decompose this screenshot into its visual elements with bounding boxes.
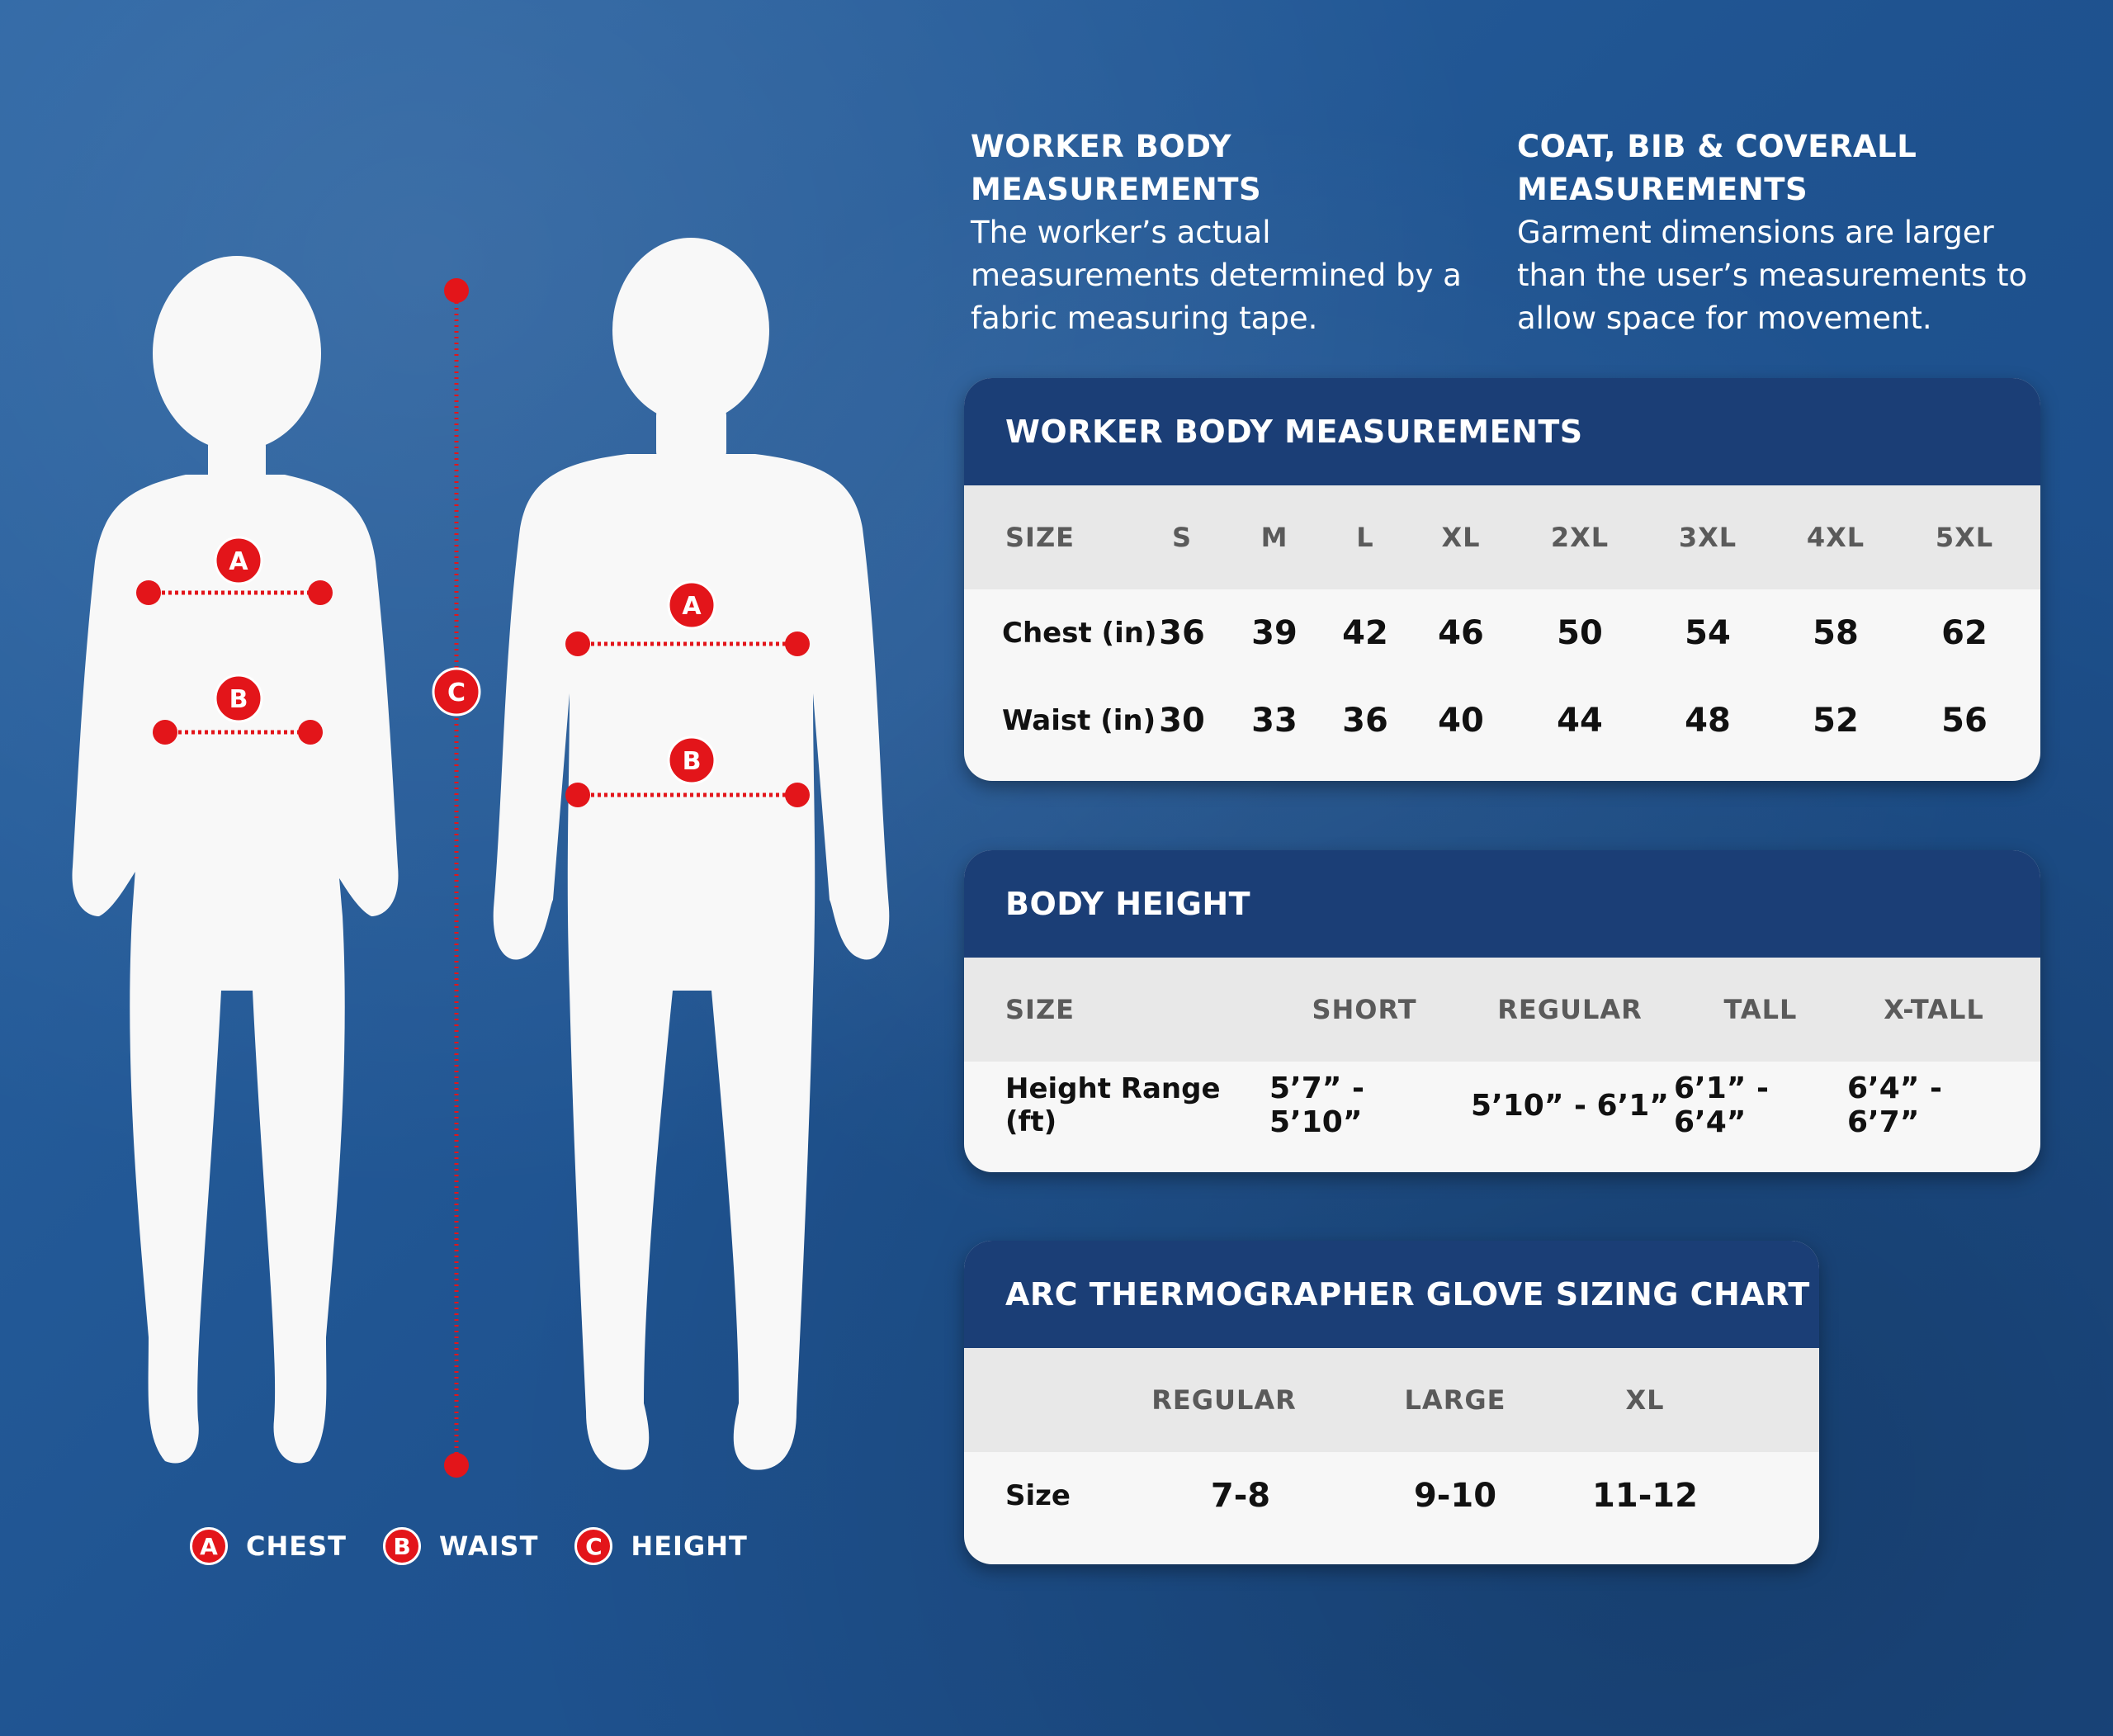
table-cell: 36 <box>1342 702 1388 740</box>
table-cell: 52 <box>1813 702 1859 740</box>
column-header-xl: XL <box>1441 522 1481 553</box>
female-silhouette <box>72 256 399 1464</box>
legend-waist: B WAIST <box>383 1527 538 1565</box>
row-label-size: Size <box>1005 1479 1071 1512</box>
worker-measurements-table: WORKER BODY MEASUREMENTS SIZE <box>964 378 2040 781</box>
column-header-s: S <box>1171 522 1193 553</box>
table-cell: 62 <box>1941 614 1988 652</box>
table-cell: 46 <box>1438 614 1484 652</box>
legend-chest-label: CHEST <box>246 1530 347 1562</box>
table-header-row: SIZE S M L XL 2XL <box>964 485 2040 589</box>
table-cell: 39 <box>1251 614 1298 652</box>
intro-left-line: measurements determined by a <box>971 258 1462 293</box>
table-row: Height Range (ft) 5’7” - 5’10” 5’10” - 6… <box>964 1062 2040 1149</box>
table-cell: 56 <box>1941 702 1988 740</box>
column-header-tall: TALL <box>1723 994 1798 1025</box>
legend-height-badge: C <box>574 1527 613 1565</box>
worker-measurements-intro: WORKER BODY MEASUREMENTS The worker’s ac… <box>971 125 1482 340</box>
column-header-large: LARGE <box>1404 1384 1506 1416</box>
height-marker: C <box>447 679 466 707</box>
intro-left-line: The worker’s actual <box>971 215 1271 250</box>
intro-right-line: Garment dimensions are larger <box>1517 215 1994 250</box>
column-header-x-tall: X-TALL <box>1884 994 1984 1025</box>
male-waist-marker: B <box>683 747 702 776</box>
table-row: Size 7-8 9-10 11-12 <box>964 1452 1819 1540</box>
intro-left-line: fabric measuring tape. <box>971 300 1318 336</box>
table-cell: 54 <box>1685 614 1731 652</box>
column-header-2xl: 2XL <box>1550 522 1610 553</box>
table-cell: 42 <box>1342 614 1388 652</box>
column-header-5xl: 5XL <box>1935 522 1994 553</box>
column-header-size: SIZE <box>1005 994 1075 1025</box>
row-label-waist: Waist (in) <box>1002 704 1156 737</box>
column-header-short: SHORT <box>1312 994 1417 1025</box>
column-header-regular: REGULAR <box>1151 1384 1297 1416</box>
table-cell: 5’10” - 6’1” <box>1471 1088 1669 1123</box>
column-header-3xl: 3XL <box>1678 522 1737 553</box>
garment-measurements-intro: COAT, BIB & COVERALL MEASUREMENTS Garmen… <box>1517 125 2045 340</box>
body-height-table: BODY HEIGHT SIZE SHORT REGULAR TALL X-TA… <box>964 850 2040 1172</box>
intro-right-heading: COAT, BIB & COVERALL <box>1517 129 1917 164</box>
glove-sizing-table: ARC THERMOGRAPHER GLOVE SIZING CHART REG… <box>964 1241 1819 1564</box>
intro-right-line: than the user’s measurements to <box>1517 258 2028 293</box>
body-figures-illustration: A B A B C <box>72 238 890 1478</box>
table-header-bar: BODY HEIGHT <box>964 850 2040 958</box>
table-cell: 44 <box>1557 702 1603 740</box>
column-header-size: SIZE <box>1005 522 1075 553</box>
table-title: WORKER BODY MEASUREMENTS <box>1005 414 1583 450</box>
table-cell: 50 <box>1557 614 1603 652</box>
column-header-m: M <box>1260 522 1288 553</box>
intro-left-heading: WORKER BODY MEASUREMENTS <box>971 129 1262 207</box>
legend-height-label: HEIGHT <box>631 1530 748 1562</box>
measurement-legend: A CHEST B WAIST C HEIGHT <box>190 1527 784 1565</box>
column-header-regular: REGULAR <box>1497 994 1643 1025</box>
row-label-chest: Chest (in) <box>1002 617 1157 650</box>
male-chest-marker: A <box>682 592 702 621</box>
table-title: ARC THERMOGRAPHER GLOVE SIZING CHART <box>1005 1276 1810 1313</box>
legend-waist-badge: B <box>383 1527 421 1565</box>
table-row: Chest (in) 36 39 42 46 50 54 58 62 <box>964 589 2040 677</box>
legend-chest-badge: A <box>190 1527 228 1565</box>
table-cell: 30 <box>1159 702 1205 740</box>
column-header-xl: XL <box>1625 1384 1665 1416</box>
intro-right-line: allow space for movement. <box>1517 300 1932 336</box>
table-header-bar: WORKER BODY MEASUREMENTS <box>964 378 2040 485</box>
table-cell: 58 <box>1813 614 1859 652</box>
table-cell: 6’1” - 6’4” <box>1674 1071 1769 1139</box>
table-header-bar: ARC THERMOGRAPHER GLOVE SIZING CHART <box>964 1241 1819 1348</box>
table-cell: 5’7” - 5’10” <box>1269 1071 1364 1139</box>
row-label-height-range: Height Range (ft) <box>1005 1072 1221 1138</box>
table-cell: 9-10 <box>1413 1477 1497 1515</box>
table-cell: 48 <box>1685 702 1731 740</box>
table-cell: 36 <box>1159 614 1205 652</box>
table-header-row: REGULAR LARGE XL <box>964 1348 1819 1452</box>
male-silhouette <box>493 238 890 1470</box>
table-cell: 6’4” - 6’7” <box>1847 1071 1942 1139</box>
table-cell: 33 <box>1251 702 1298 740</box>
legend-chest: A CHEST <box>190 1527 347 1565</box>
table-cell: 11-12 <box>1592 1477 1698 1515</box>
female-waist-marker: B <box>229 685 248 714</box>
column-header-4xl: 4XL <box>1806 522 1865 553</box>
intro-right-heading: MEASUREMENTS <box>1517 172 1808 207</box>
table-cell: 40 <box>1438 702 1484 740</box>
table-row: Waist (in) 30 33 36 40 44 48 52 56 <box>964 677 2040 764</box>
female-chest-marker: A <box>229 547 248 576</box>
column-header-l: L <box>1356 522 1374 553</box>
legend-waist-label: WAIST <box>439 1530 539 1562</box>
legend-height: C HEIGHT <box>574 1527 747 1565</box>
table-title: BODY HEIGHT <box>1005 886 1251 922</box>
table-cell: 7-8 <box>1210 1477 1271 1515</box>
table-header-row: SIZE SHORT REGULAR TALL X-TALL <box>964 958 2040 1062</box>
